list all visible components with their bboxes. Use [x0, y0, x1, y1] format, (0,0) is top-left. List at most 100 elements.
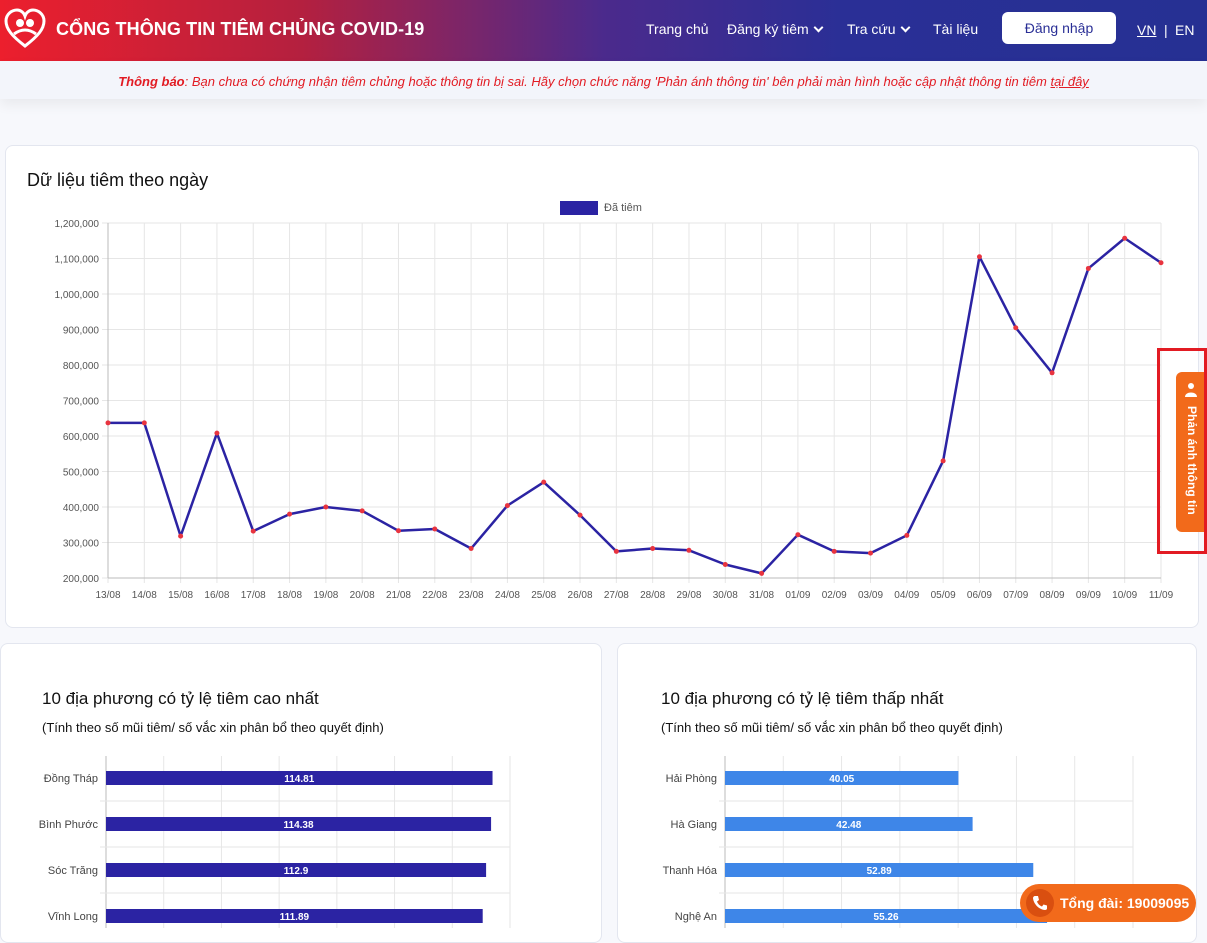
hotline-label: Tổng đài: 19009095 [1060, 895, 1190, 911]
data-point [686, 547, 692, 553]
heart-logo-icon[interactable] [4, 8, 46, 50]
x-tick-label: 18/08 [277, 590, 302, 601]
data-point [1049, 370, 1055, 376]
bar [725, 863, 1034, 877]
x-tick-label: 27/08 [604, 590, 629, 601]
legend-swatch[interactable] [560, 201, 598, 215]
feedback-side-tab-label: Phản ánh thông tin [1185, 406, 1199, 515]
top10-low-title: 10 địa phương có tỷ lệ tiêm thấp nhất [661, 689, 944, 708]
lang-en-link[interactable]: EN [1175, 22, 1195, 38]
x-tick-label: 26/08 [568, 590, 593, 601]
bar [106, 771, 493, 785]
bar-value-label: 114.38 [284, 820, 314, 831]
bar [725, 909, 1048, 923]
data-point [577, 512, 583, 518]
top10-low-subtitle: (Tính theo số mũi tiêm/ số vắc xin phân … [661, 720, 1003, 735]
notice-label: Thông báo [118, 74, 185, 89]
bar-value-label: 111.89 [280, 912, 310, 923]
x-tick-label: 09/09 [1076, 590, 1101, 601]
hotline-button[interactable]: Tổng đài: 19009095 [1020, 884, 1196, 922]
lang-separator: | [1164, 22, 1168, 38]
x-tick-label: 22/08 [422, 590, 447, 601]
notice-text: Thông báo: Bạn chưa có chứng nhận tiêm c… [118, 74, 1089, 89]
bar-value-label: 114.81 [284, 774, 314, 785]
y-tick-label: 1,000,000 [55, 290, 100, 301]
data-point [541, 479, 547, 485]
nav-lookup[interactable]: Tra cứu [847, 21, 910, 37]
phone-icon [1026, 889, 1054, 917]
x-tick-label: 02/09 [822, 590, 847, 601]
data-point [395, 528, 401, 534]
x-tick-label: 24/08 [495, 590, 520, 601]
series-line-da-tiem [108, 237, 1162, 575]
x-tick-label: 19/08 [313, 590, 338, 601]
y-tick-label: 400,000 [63, 503, 100, 514]
data-point [359, 508, 365, 514]
header: CỔNG THÔNG TIN TIÊM CHỦNG COVID-19 Trang… [0, 0, 1207, 61]
y-tick-label: 300,000 [63, 539, 100, 550]
category-label: Bình Phước [39, 819, 99, 831]
login-button[interactable]: Đăng nhập [1002, 12, 1116, 44]
feedback-side-tab[interactable]: Phản ánh thông tin [1176, 372, 1207, 532]
daily-line-chart: 1,200,000 1,100,000 1,000,000 900,000 800,00… [55, 219, 1174, 601]
category-label: Vĩnh Long [48, 911, 98, 923]
data-point [214, 430, 220, 436]
x-tick-label: 21/08 [386, 590, 411, 601]
bar [106, 909, 483, 923]
data-point [1158, 260, 1164, 266]
site-title[interactable]: CỔNG THÔNG TIN TIÊM CHỦNG COVID-19 [56, 19, 425, 39]
y-tick-label: 600,000 [63, 432, 100, 443]
data-point [250, 528, 256, 534]
top10-high-bar-chart: Đồng Tháp 114.81 Bình Phước 114.38 Sóc Trăng… [39, 756, 511, 928]
y-tick-label: 1,100,000 [55, 255, 100, 266]
bar [106, 817, 492, 831]
data-point [759, 570, 765, 576]
x-tick-label: 15/08 [168, 590, 193, 601]
data-point [141, 420, 147, 426]
x-tick-label: 10/09 [1112, 590, 1137, 601]
x-tick-label: 16/08 [204, 590, 229, 601]
x-tick-label: 05/09 [931, 590, 956, 601]
notice-bar: Thông báo: Bạn chưa có chứng nhận tiêm c… [0, 61, 1207, 99]
x-tick-label: 28/08 [640, 590, 665, 601]
x-tick-label: 17/08 [241, 590, 266, 601]
lang-vn-link[interactable]: VN [1137, 22, 1157, 38]
x-tick-label: 06/09 [967, 590, 992, 601]
legend-label: Đã tiêm [604, 202, 642, 214]
data-point [795, 532, 801, 538]
data-point [1085, 265, 1091, 271]
x-tick-label: 31/08 [749, 590, 774, 601]
category-label: Thanh Hóa [663, 865, 718, 877]
data-point [831, 548, 837, 554]
x-tick-label: 04/09 [894, 590, 919, 601]
data-point [1122, 235, 1128, 241]
y-tick-label: 1,200,000 [55, 219, 100, 230]
notice-update-link[interactable]: tại đây [1050, 74, 1089, 89]
bar-value-label: 55.26 [874, 912, 899, 923]
bar [106, 863, 487, 877]
bar-value-label: 40.05 [829, 774, 854, 785]
x-tick-label: 11/09 [1149, 590, 1174, 601]
data-point [323, 504, 329, 510]
category-label: Sóc Trăng [48, 865, 98, 877]
top10-high-subtitle: (Tính theo số mũi tiêm/ số vắc xin phân … [42, 720, 384, 735]
category-label: Đồng Tháp [44, 773, 98, 785]
data-point [613, 548, 619, 554]
x-tick-label: 30/08 [713, 590, 738, 601]
nav-documents[interactable]: Tài liệu [933, 21, 979, 37]
top10-high-title: 10 địa phương có tỷ lệ tiêm cao nhất [42, 689, 319, 708]
bar [725, 771, 959, 785]
data-point [722, 562, 728, 568]
y-tick-label: 800,000 [63, 361, 100, 372]
data-point [940, 458, 946, 464]
y-tick-label: 500,000 [63, 468, 100, 479]
daily-chart-title: Dữ liệu tiêm theo ngày [27, 170, 209, 190]
nav-home[interactable]: Trang chủ [646, 21, 709, 37]
category-label: Hà Giang [671, 819, 717, 831]
data-point [868, 550, 874, 556]
x-tick-label: 08/09 [1040, 590, 1065, 601]
nav-register-vaccination[interactable]: Đăng ký tiêm [727, 21, 824, 37]
data-point [287, 511, 293, 517]
user-feedback-icon [1185, 383, 1197, 397]
data-point [432, 526, 438, 532]
